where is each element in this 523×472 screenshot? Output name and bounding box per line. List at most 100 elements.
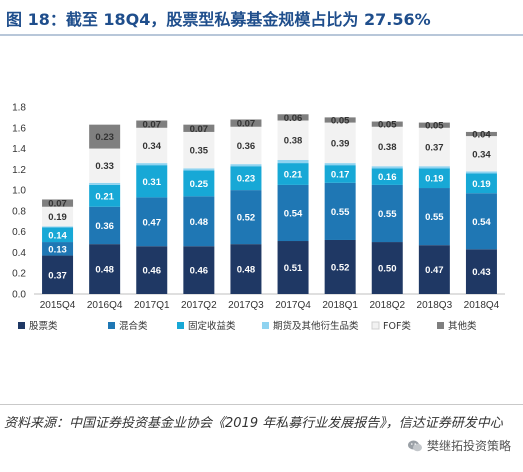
- bar-segment: [277, 241, 309, 294]
- x-tick-label: 2016Q4: [87, 300, 123, 311]
- data-label: 0.35: [190, 146, 209, 157]
- data-label: 0.54: [472, 217, 491, 228]
- data-label: 0.38: [284, 136, 303, 147]
- y-tick-label: 1.0: [12, 186, 26, 197]
- bar-segment: [183, 196, 215, 247]
- y-tick-label: 0.0: [12, 290, 26, 301]
- data-label: 0.55: [425, 212, 444, 223]
- data-label: 0.14: [48, 230, 67, 241]
- bar-segment: [42, 255, 74, 294]
- data-label: 0.06: [284, 113, 303, 124]
- data-label: 0.43: [472, 267, 491, 278]
- stacked-bar-chart: 0.0 0.2 0.4 0.6 0.8 1.0 1.2 1.4 1.6 1.8 0.37 0.13 0.…: [12, 103, 505, 332]
- bar-segment: [42, 199, 74, 207]
- bar-segment: [42, 227, 74, 243]
- bar-segment: [183, 170, 215, 197]
- data-label: 0.48: [190, 217, 209, 228]
- watermark-text: 樊继拓投资策略: [426, 439, 511, 453]
- bar-segment: [230, 244, 262, 294]
- bar-segment: [277, 163, 309, 185]
- bar-segment: [371, 121, 403, 127]
- bar-segment: [324, 122, 356, 164]
- data-label: 0.54: [284, 208, 303, 219]
- data-label: 0.21: [284, 170, 303, 181]
- bar-segment: [324, 165, 356, 183]
- bar-segment: [183, 246, 215, 294]
- legend-label: FOF类: [383, 320, 411, 332]
- y-tick-label: 1.8: [12, 103, 26, 114]
- bar-segment: [465, 171, 497, 174]
- data-label: 0.38: [378, 142, 397, 153]
- bar-segment: [277, 184, 309, 242]
- bar-segment: [42, 206, 74, 227]
- data-label: 0.19: [425, 174, 444, 185]
- source-text: 资料来源：中国证券投资基金业协会《2019 年私募行业发展报告》，信达证券研发中…: [4, 416, 503, 431]
- bar-segment: [136, 163, 168, 166]
- figure-header: 图 18：截至 18Q4，股票型私募基金规模占比为 27.56%: [0, 0, 523, 36]
- y-tick-label: 0.6: [12, 227, 26, 238]
- bar-segment: [136, 197, 168, 247]
- data-label: 0.46: [143, 266, 162, 277]
- data-label: 0.05: [378, 120, 397, 131]
- bar-segment: [465, 249, 497, 294]
- bar-segment: [42, 226, 74, 228]
- y-tick-label: 1.4: [12, 144, 26, 155]
- legend-label: 期货及其他衍生品类: [273, 320, 359, 332]
- data-label: 0.51: [284, 263, 303, 274]
- bar-segment: [418, 122, 450, 128]
- bar-segment: [89, 244, 121, 294]
- data-label: 0.05: [425, 121, 444, 132]
- bar-segment: [136, 120, 168, 128]
- bar-segment: [183, 131, 215, 169]
- y-tick-label: 1.6: [12, 123, 26, 134]
- data-label: 0.36: [95, 221, 114, 232]
- bar-segment: [371, 184, 403, 243]
- legend-swatch: [437, 322, 444, 329]
- bar-segment: [89, 206, 121, 245]
- x-tick-label: 2017Q4: [275, 300, 311, 311]
- bar-segment: [465, 173, 497, 194]
- data-label: 0.33: [95, 161, 114, 172]
- x-tick-label: 2015Q4: [40, 300, 76, 311]
- data-label: 0.21: [95, 191, 114, 202]
- bar-segment: [230, 166, 262, 191]
- data-label: 0.39: [331, 138, 350, 149]
- bar-segment: [371, 166, 403, 169]
- bar-segment: [183, 168, 215, 171]
- figure-title: 图 18：截至 18Q4，股票型私募基金规模占比为 27.56%: [6, 10, 431, 29]
- data-label: 0.37: [425, 142, 444, 153]
- bar-segment: [136, 165, 168, 198]
- data-label: 0.36: [237, 141, 256, 152]
- bar-segment: [230, 190, 262, 245]
- data-label: 0.07: [48, 199, 67, 210]
- y-tick-label: 0.2: [12, 269, 26, 280]
- bar-segment: [277, 114, 309, 121]
- data-label: 0.25: [190, 179, 209, 190]
- data-label: 0.50: [378, 264, 397, 275]
- bar-segment: [324, 117, 356, 123]
- bar-segment: [418, 245, 450, 294]
- data-label: 0.07: [190, 124, 209, 135]
- bar-segment: [230, 164, 262, 167]
- bar-segment: [324, 163, 356, 166]
- bar-segment: [277, 120, 309, 160]
- bar-segment: [418, 127, 450, 167]
- x-tick-label: 2018Q3: [417, 300, 453, 311]
- data-label: 0.37: [48, 270, 67, 281]
- bar-segment: [324, 239, 356, 294]
- wechat-logo-icon: [407, 440, 422, 451]
- y-tick-label: 1.2: [12, 165, 26, 176]
- data-label: 0.04: [472, 130, 491, 141]
- legend-swatch: [18, 322, 25, 329]
- data-label: 0.34: [472, 149, 491, 160]
- data-label: 0.05: [331, 115, 350, 126]
- bar-segment: [230, 126, 262, 165]
- data-label: 0.16: [378, 172, 397, 183]
- bar-segment: [418, 166, 450, 169]
- bar-segment: [89, 124, 121, 149]
- bar-segment: [371, 242, 403, 294]
- legend-label: 固定收益类: [188, 320, 236, 332]
- x-tick-label: 2018Q1: [322, 300, 358, 311]
- bar-segment: [89, 184, 121, 207]
- data-label: 0.55: [378, 209, 397, 220]
